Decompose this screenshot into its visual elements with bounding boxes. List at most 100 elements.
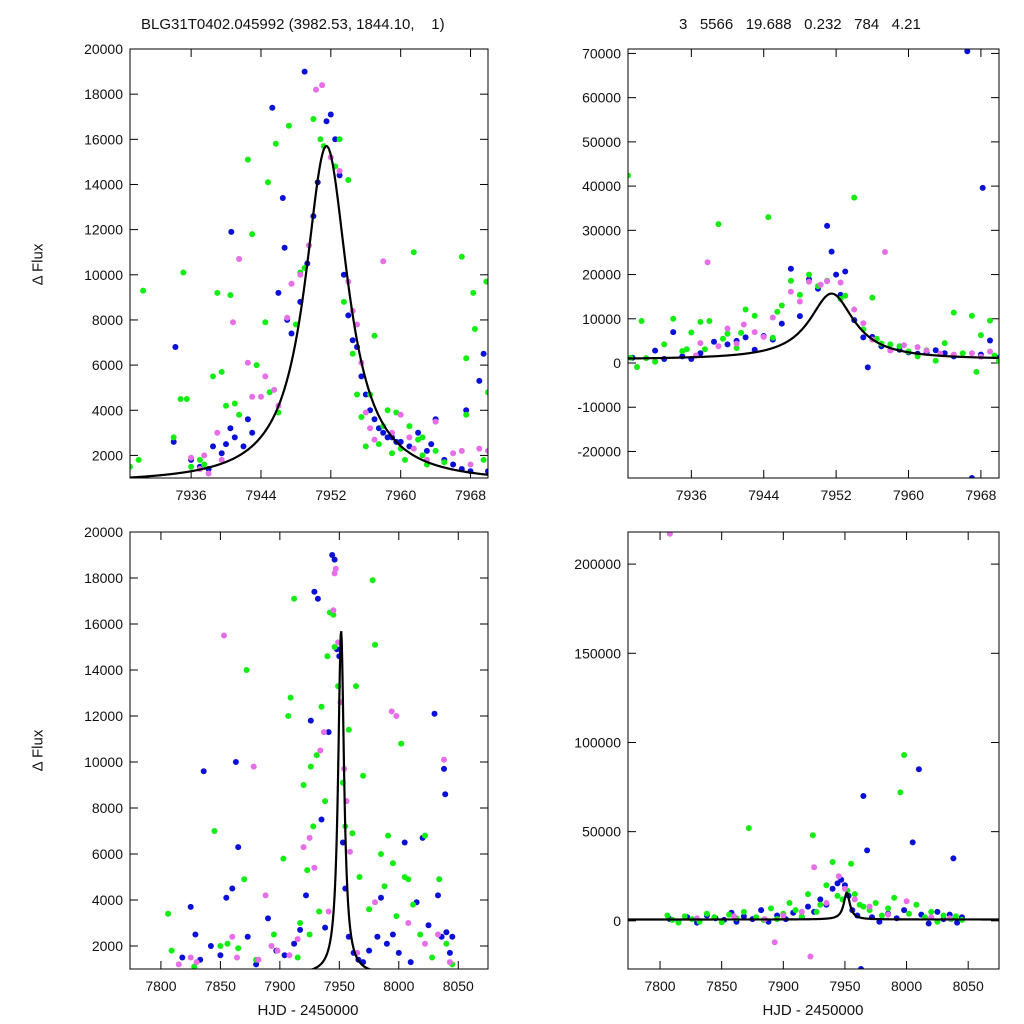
data-point-magenta	[968, 350, 975, 357]
data-point-blue	[805, 903, 811, 910]
data-point-blue	[281, 244, 288, 251]
data-point-magenta	[249, 393, 256, 400]
data-point-blue	[443, 929, 450, 936]
data-point-green	[443, 940, 450, 947]
data-point-green	[339, 779, 346, 786]
data-point-magenta	[458, 447, 465, 454]
data-point-green	[643, 355, 650, 362]
data-point-blue	[442, 791, 449, 798]
data-point-blue	[823, 901, 830, 908]
data-point-green	[628, 354, 634, 361]
data-point-blue	[354, 344, 360, 350]
data-point-blue	[829, 885, 836, 892]
data-point-green	[385, 832, 392, 839]
data-point-magenta	[297, 271, 304, 278]
data-point-green	[906, 910, 912, 917]
panel3-xlabel: HJD - 2450000	[257, 1002, 359, 1019]
y-tick-label: 70000	[582, 45, 621, 61]
data-point-magenta	[337, 699, 344, 706]
data-point-blue	[380, 429, 387, 436]
x-tick-label: 7944	[245, 487, 276, 503]
data-point-green	[701, 346, 708, 353]
data-point-blue	[192, 931, 199, 938]
data-point-green	[356, 874, 363, 880]
data-point-blue	[207, 943, 214, 949]
data-point-blue	[355, 956, 362, 963]
data-point-green	[842, 292, 849, 299]
data-point-magenta	[869, 336, 876, 343]
x-tick-label: 7968	[455, 487, 486, 503]
data-point-green	[140, 287, 147, 294]
data-point-green	[679, 348, 686, 355]
data-point-green	[223, 402, 229, 409]
x-tick-label: 7936	[676, 487, 707, 503]
data-point-green	[463, 411, 470, 418]
data-point-blue	[384, 434, 391, 441]
y-tick-label: 50000	[582, 824, 621, 840]
data-point-blue	[480, 350, 487, 357]
data-point-blue	[950, 353, 957, 360]
data-point-green	[265, 179, 271, 186]
data-point-green	[913, 901, 920, 908]
data-point-green	[792, 907, 799, 914]
data-point-blue	[796, 313, 803, 320]
data-point-green	[806, 271, 812, 278]
data-point-green	[628, 172, 631, 179]
data-point-green	[301, 265, 308, 271]
data-point-magenta	[885, 911, 892, 918]
data-point-green	[952, 913, 959, 920]
data-point-magenta	[485, 447, 488, 454]
data-point-green	[887, 341, 894, 348]
data-point-blue	[760, 333, 767, 339]
data-point-blue	[711, 338, 717, 345]
y-tick-label: 10000	[84, 754, 123, 770]
plot-frame	[627, 48, 1000, 479]
data-point-green	[170, 434, 177, 441]
data-point-blue	[284, 316, 291, 323]
data-point-blue	[432, 416, 439, 423]
data-point-green	[285, 122, 292, 129]
data-point-green	[224, 940, 231, 947]
header-left-text: BLG31T0402.045992 (3982.53, 1844.10, 1)	[141, 16, 445, 33]
data-point-green	[441, 459, 448, 466]
data-point-blue	[441, 765, 447, 772]
panel3-ylabel: Δ Flux	[29, 729, 47, 772]
data-point-green	[786, 900, 793, 906]
data-point-green	[342, 823, 349, 830]
data-point-magenta	[666, 532, 673, 537]
data-point-green	[324, 653, 331, 660]
data-point-magenta	[230, 319, 236, 326]
data-point-blue	[849, 907, 856, 914]
y-tick-label: 10000	[84, 267, 123, 283]
data-point-green	[393, 913, 400, 920]
data-point-magenta	[325, 908, 332, 915]
data-point-blue	[223, 441, 229, 448]
data-point-green	[410, 249, 417, 256]
data-point-green	[844, 887, 851, 894]
data-point-blue	[887, 347, 894, 354]
y-tick-label: 4000	[92, 892, 123, 908]
data-point-blue	[733, 337, 740, 344]
data-point-magenta	[187, 954, 194, 961]
data-point-green	[839, 896, 846, 903]
y-tick-label: 16000	[84, 131, 123, 147]
data-point-blue	[987, 337, 993, 344]
data-point-magenta	[467, 461, 474, 468]
data-point-green	[297, 269, 304, 276]
data-point-blue	[940, 916, 947, 923]
data-point-green	[787, 277, 794, 284]
data-point-green	[419, 434, 426, 441]
data-point-blue	[977, 351, 984, 358]
x-tick-label: 7960	[385, 487, 416, 503]
data-point-green	[860, 903, 867, 910]
x-tick-label: 7850	[706, 978, 737, 994]
data-point-blue	[358, 373, 365, 380]
data-point-blue	[438, 933, 445, 940]
data-point-green	[905, 348, 912, 355]
data-point-magenta	[901, 342, 907, 349]
data-point-green	[696, 918, 703, 925]
data-point-magenta	[332, 565, 339, 572]
data-point-blue	[329, 552, 336, 558]
model-curve	[130, 144, 488, 478]
data-point-blue	[441, 456, 448, 463]
